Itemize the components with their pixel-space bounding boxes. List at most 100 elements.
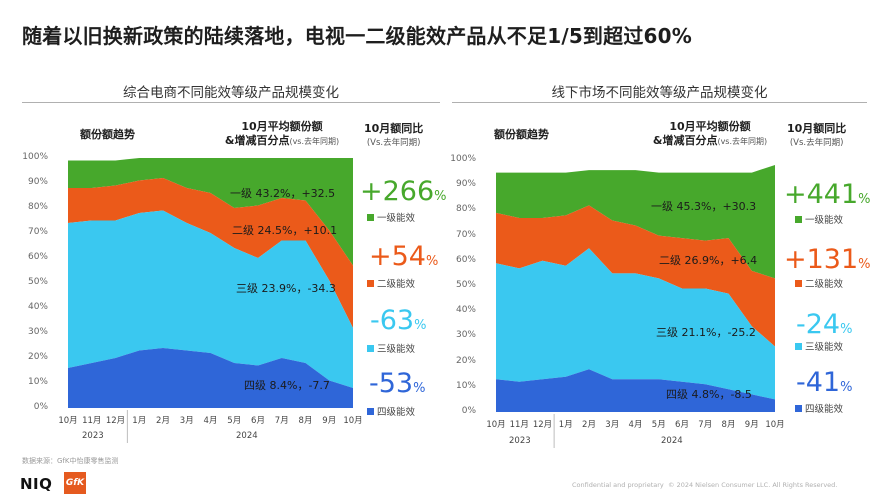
left-y-tick: 0% xyxy=(33,402,48,412)
legend-swatch-green xyxy=(795,216,802,223)
right-x-tick: 10月 xyxy=(765,420,785,430)
footer-copyright: © 2024 Nielsen Consumer LLC. All Rights … xyxy=(668,481,838,489)
right-avg-header: 10月平均额份额 &增减百分点(vs.去年同期) xyxy=(652,120,768,147)
right-x-tick: 8月 xyxy=(721,420,736,430)
right-yoy-level3: -24% xyxy=(796,309,853,340)
right-y-tick: 0% xyxy=(461,406,476,416)
left-yoy-level3: -63% xyxy=(370,305,427,336)
legend-swatch-orange xyxy=(795,280,802,287)
right-x-tick: 2月 xyxy=(582,420,596,430)
left-label-level1: 一级 43.2%，+32.5 xyxy=(230,187,336,200)
left-label-level2: 二级 24.5%，+10.1 xyxy=(232,224,338,237)
right-yoy-level2: +131% xyxy=(784,244,871,275)
niq-logo: NIQ xyxy=(20,475,53,493)
left-y-tick: 70% xyxy=(27,227,48,237)
left-year-label: 2024 xyxy=(236,431,258,441)
left-x-tick: 7月 xyxy=(274,416,289,426)
right-x-tick: 6月 xyxy=(675,420,689,430)
right-panel-title: 线下市场不同能效等级产品规模变化 xyxy=(551,85,768,101)
left-y-tick: 40% xyxy=(27,302,48,312)
left-y-tick: 80% xyxy=(27,202,48,212)
data-source-note: 数据来源：GfK中怡康零售监测 xyxy=(22,457,119,465)
right-label-level2: 二级 26.9%，+6.4 xyxy=(659,254,758,267)
left-x-tick: 8月 xyxy=(298,416,313,426)
right-label-level4: 四级 4.8%，-8.5 xyxy=(666,388,752,401)
left-y-tick: 50% xyxy=(27,277,48,287)
right-x-tick: 12月 xyxy=(532,420,553,430)
right-legend-level2: 二级能效 xyxy=(795,276,843,290)
left-x-tick: 3月 xyxy=(179,416,194,426)
right-y-tick: 30% xyxy=(455,330,476,341)
right-yoy-level1: +441% xyxy=(784,179,871,210)
right-x-tick: 5月 xyxy=(651,420,666,430)
left-y-tick: 100% xyxy=(22,152,48,162)
left-yoy-level1: +266% xyxy=(360,176,447,207)
left-panel-title: 综合电商不同能效等级产品规模变化 xyxy=(123,85,339,101)
left-label-level4: 四级 8.4%，-7.7 xyxy=(244,379,330,392)
right-yoy-level4: -41% xyxy=(796,367,853,398)
left-y-tick: 60% xyxy=(27,252,48,262)
left-trend-header: 额份额趋势 xyxy=(80,128,135,141)
right-year-label: 2023 xyxy=(509,436,531,446)
left-x-tick: 2月 xyxy=(156,416,170,426)
left-x-tick: 4月 xyxy=(203,416,218,426)
right-y-tick: 10% xyxy=(455,380,476,391)
right-year-label: 2024 xyxy=(661,436,683,446)
right-legend-level4: 四级能效 xyxy=(795,401,843,415)
right-y-tick: 50% xyxy=(455,280,476,290)
right-title-divider xyxy=(452,102,867,103)
left-title-divider xyxy=(22,102,440,103)
right-x-tick: 9月 xyxy=(744,420,759,430)
right-y-tick: 100% xyxy=(450,154,476,164)
left-year-label: 2023 xyxy=(82,431,104,441)
right-label-level3: 三级 21.1%，-25.2 xyxy=(656,326,756,339)
left-y-tick: 30% xyxy=(27,327,48,337)
legend-swatch-green xyxy=(367,214,374,221)
left-y-tick: 20% xyxy=(27,352,48,362)
right-y-tick: 80% xyxy=(455,204,476,215)
legend-swatch-cyan xyxy=(367,345,374,352)
left-y-tick: 10% xyxy=(27,377,48,387)
left-y-tick: 90% xyxy=(27,177,48,187)
right-x-tick: 1月 xyxy=(558,420,573,430)
right-legend-level3: 三级能效 xyxy=(795,339,843,353)
left-x-tick: 10月 xyxy=(58,416,78,426)
left-x-tick: 6月 xyxy=(251,416,265,426)
left-x-tick: 1月 xyxy=(132,416,147,426)
legend-swatch-blue xyxy=(795,405,802,412)
right-trend-header: 额份额趋势 xyxy=(494,128,549,141)
left-legend-level2: 二级能效 xyxy=(367,276,415,290)
left-x-tick: 9月 xyxy=(322,416,337,426)
left-area-series-4 xyxy=(68,158,353,266)
right-y-tick: 70% xyxy=(455,229,476,240)
legend-swatch-cyan xyxy=(795,343,802,350)
left-legend-level1: 一级能效 xyxy=(367,210,415,224)
footer-confidential: Confidential and proprietary xyxy=(572,481,664,489)
legend-swatch-orange xyxy=(367,280,374,287)
legend-swatch-blue xyxy=(367,408,374,415)
left-yoy-level2: +54% xyxy=(369,241,439,272)
gfk-logo: GfK xyxy=(64,472,86,494)
right-legend-level1: 一级能效 xyxy=(795,212,843,226)
left-x-tick: 10月 xyxy=(343,416,363,426)
right-x-tick: 7月 xyxy=(698,420,713,430)
left-avg-header: 10月平均额份额 &增减百分点(vs.去年同期) xyxy=(224,120,340,147)
right-y-tick: 40% xyxy=(455,305,476,316)
left-x-tick: 5月 xyxy=(227,416,242,426)
left-x-tick: 12月 xyxy=(105,416,126,426)
right-label-level1: 一级 45.3%，+30.3 xyxy=(651,200,757,213)
right-y-tick: 60% xyxy=(455,254,476,265)
right-x-tick: 3月 xyxy=(605,420,620,430)
left-label-level3: 三级 23.9%，-34.3 xyxy=(236,282,336,295)
right-yoy-header: 10月额同比 (Vs.去年同期) xyxy=(787,122,847,148)
left-yoy-level4: -53% xyxy=(369,368,426,399)
page-title: 随着以旧换新政策的陆续落地，电视一二级能效产品从不足1/5到超过60% xyxy=(22,24,693,48)
right-y-tick: 90% xyxy=(455,179,476,190)
right-x-tick: 10月 xyxy=(486,420,506,430)
left-legend-level4: 四级能效 xyxy=(367,404,415,418)
left-x-tick: 11月 xyxy=(82,416,102,426)
right-y-tick: 20% xyxy=(455,355,476,366)
right-x-tick: 4月 xyxy=(628,420,643,430)
left-legend-level3: 三级能效 xyxy=(367,341,415,355)
right-x-tick: 11月 xyxy=(509,420,529,430)
